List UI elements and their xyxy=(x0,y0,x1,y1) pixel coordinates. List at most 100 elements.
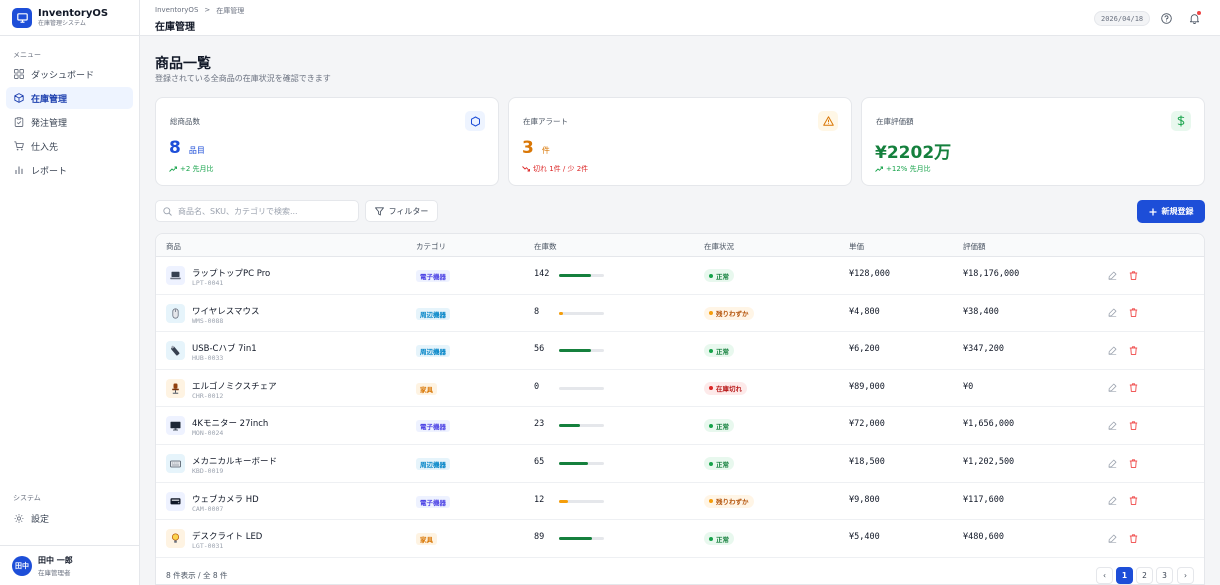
help-icon[interactable] xyxy=(1160,12,1172,24)
brand[interactable]: InventoryOS 在庫管理システム xyxy=(0,0,139,36)
product-name[interactable]: ウェブカメラ HD xyxy=(192,494,259,505)
result-count: 8 件表示 / 全 8 件 xyxy=(166,571,228,580)
search-input[interactable] xyxy=(178,206,348,216)
edit-icon[interactable] xyxy=(1107,383,1117,393)
filter-label: フィルター xyxy=(388,206,429,216)
product-name[interactable]: メカニカルキーボード xyxy=(192,457,278,467)
add-product-button[interactable]: 新規登録 xyxy=(1137,200,1205,223)
trash-icon[interactable] xyxy=(1128,533,1138,543)
monitor-logo-icon xyxy=(12,7,32,28)
cube-icon xyxy=(465,111,485,131)
status-text: 正常 xyxy=(716,535,729,544)
edit-icon[interactable] xyxy=(1107,308,1117,318)
edit-icon[interactable] xyxy=(1107,345,1117,355)
table-row[interactable]: ラップトップPC Pro LPT-0041 電子機器 142 正常 ¥128,000 ¥18… xyxy=(156,257,1204,295)
category-badge: 周辺機器 xyxy=(416,307,450,320)
product-name[interactable]: USB-Cハブ 7in1 xyxy=(192,344,257,355)
stat-value: 3 件 xyxy=(522,138,550,158)
status-text: 正常 xyxy=(716,272,729,281)
bell-icon[interactable] xyxy=(1188,11,1201,24)
box-icon xyxy=(14,93,24,103)
trash-icon[interactable] xyxy=(1128,496,1138,506)
product-sku: CAM-0007 xyxy=(192,504,224,513)
sidebar-item-suppliers[interactable]: 仕入先 xyxy=(6,135,133,157)
sidebar-item-orders[interactable]: 発注管理 xyxy=(6,111,133,133)
product-name[interactable]: デスクライト LED xyxy=(192,532,263,543)
unit-price: ¥5,400 xyxy=(849,532,880,543)
trash-icon[interactable] xyxy=(1128,458,1138,468)
column-header-unit-price[interactable]: 単価 xyxy=(849,242,864,251)
total-value: ¥347,200 xyxy=(963,344,1004,355)
page-button-2[interactable]: 2 xyxy=(1136,567,1153,584)
sidebar-item-dashboard[interactable]: ダッシュボード xyxy=(6,63,133,85)
trash-icon[interactable] xyxy=(1128,420,1138,430)
category-badge: 電子機器 xyxy=(416,270,450,282)
edit-icon[interactable] xyxy=(1107,533,1117,543)
column-header-total-value[interactable]: 評価額 xyxy=(963,242,986,251)
breadcrumb-root[interactable]: InventoryOS xyxy=(155,6,199,14)
stat-label: 在庫アラート xyxy=(523,117,568,126)
status-badge: 正常 xyxy=(704,457,734,470)
product-sku: LGT-0031 xyxy=(192,542,224,551)
edit-icon[interactable] xyxy=(1107,496,1117,506)
page-button-1[interactable]: 1 xyxy=(1116,567,1133,584)
status-badge: 正常 xyxy=(704,419,734,433)
column-header-status[interactable]: 在庫状況 xyxy=(704,242,734,251)
unit-price: ¥9,800 xyxy=(849,494,880,505)
status-text: 正常 xyxy=(716,460,729,469)
table-row[interactable]: 4Kモニター 27inch MON-0024 電子機器 23 正常 ¥72,000 ¥1,6… xyxy=(156,407,1204,445)
status-dot xyxy=(709,311,713,316)
breadcrumb-current: 在庫管理 xyxy=(216,7,245,15)
next-page-button[interactable]: › xyxy=(1177,567,1194,584)
sidebar-item-reports[interactable]: レポート xyxy=(6,159,133,181)
filter-button[interactable]: フィルター xyxy=(365,200,438,222)
column-header-category[interactable]: カテゴリ xyxy=(416,242,446,251)
laptop-icon xyxy=(166,266,185,285)
mouse-icon xyxy=(166,303,185,323)
usb-hub-icon xyxy=(166,341,185,361)
grid-icon xyxy=(14,69,24,79)
breadcrumb-separator: > xyxy=(204,6,211,14)
table-row[interactable]: USB-Cハブ 7in1 HUB-0033 周辺機器 56 正常 ¥6,200 ¥347,2… xyxy=(156,332,1204,370)
table-row[interactable]: ウェブカメラ HD CAM-0007 電子機器 12 残りわずか ¥9,800 ¥117,6… xyxy=(156,483,1204,521)
menu-section-label: メニュー xyxy=(13,51,41,59)
user-profile[interactable]: 田中 田中 一郎 在庫管理者 xyxy=(0,545,140,585)
status-text: 正常 xyxy=(716,347,729,356)
product-name[interactable]: ラップトップPC Pro xyxy=(192,269,271,279)
product-sku: WMS-0088 xyxy=(192,316,224,325)
page-button-3[interactable]: 3 xyxy=(1156,567,1173,584)
product-name[interactable]: 4Kモニター 27inch xyxy=(192,419,269,430)
sidebar-item-label: 設定 xyxy=(31,514,50,525)
edit-icon[interactable] xyxy=(1107,270,1117,280)
stat-trend-text: +2 先月比 xyxy=(180,165,214,173)
product-name[interactable]: ワイヤレスマウス xyxy=(192,306,260,317)
table-row[interactable]: メカニカルキーボード KBD-0019 周辺機器 65 正常 ¥18,500 ¥1,202,… xyxy=(156,445,1204,483)
stat-unit: 件 xyxy=(541,146,550,155)
stat-label: 総商品数 xyxy=(170,117,200,126)
trash-icon[interactable] xyxy=(1128,345,1138,355)
trash-icon[interactable] xyxy=(1128,383,1138,393)
edit-icon[interactable] xyxy=(1107,420,1117,430)
status-dot xyxy=(709,461,713,466)
stat-card-inventory-value: 在庫評価額 ¥2202万 +12% 先月比 xyxy=(861,97,1205,186)
trash-icon[interactable] xyxy=(1128,308,1138,318)
system-section-label: システム xyxy=(13,494,41,502)
dollar-icon xyxy=(1171,111,1191,131)
trash-icon[interactable] xyxy=(1128,270,1138,280)
prev-page-button[interactable]: ‹ xyxy=(1096,567,1113,584)
sidebar-item-inventory[interactable]: 在庫管理 xyxy=(6,87,133,109)
column-header-product[interactable]: 商品 xyxy=(166,242,181,251)
table-row[interactable]: エルゴノミクスチェア CHR-0012 家具 0 在庫切れ ¥89,000 ¥0 xyxy=(156,370,1204,408)
edit-icon[interactable] xyxy=(1107,458,1117,468)
category-badge: 家具 xyxy=(416,382,437,395)
column-header-quantity[interactable]: 在庫数 xyxy=(534,242,557,251)
table-row[interactable]: ワイヤレスマウス WMS-0088 周辺機器 8 残りわずか ¥4,800 ¥38,400 xyxy=(156,295,1204,333)
status-badge: 正常 xyxy=(704,344,734,358)
stat-number: 8 xyxy=(169,138,181,158)
product-name[interactable]: エルゴノミクスチェア xyxy=(192,381,277,392)
sidebar-item-settings[interactable]: 設定 xyxy=(6,507,133,529)
stat-unit: 品目 xyxy=(188,146,205,155)
stock-level-fill xyxy=(559,311,563,315)
table-row[interactable]: デスクライト LED LGT-0031 家具 89 正常 ¥5,400 ¥480,600 xyxy=(156,520,1204,558)
sidebar-item-label: ダッシュボード xyxy=(31,70,95,81)
